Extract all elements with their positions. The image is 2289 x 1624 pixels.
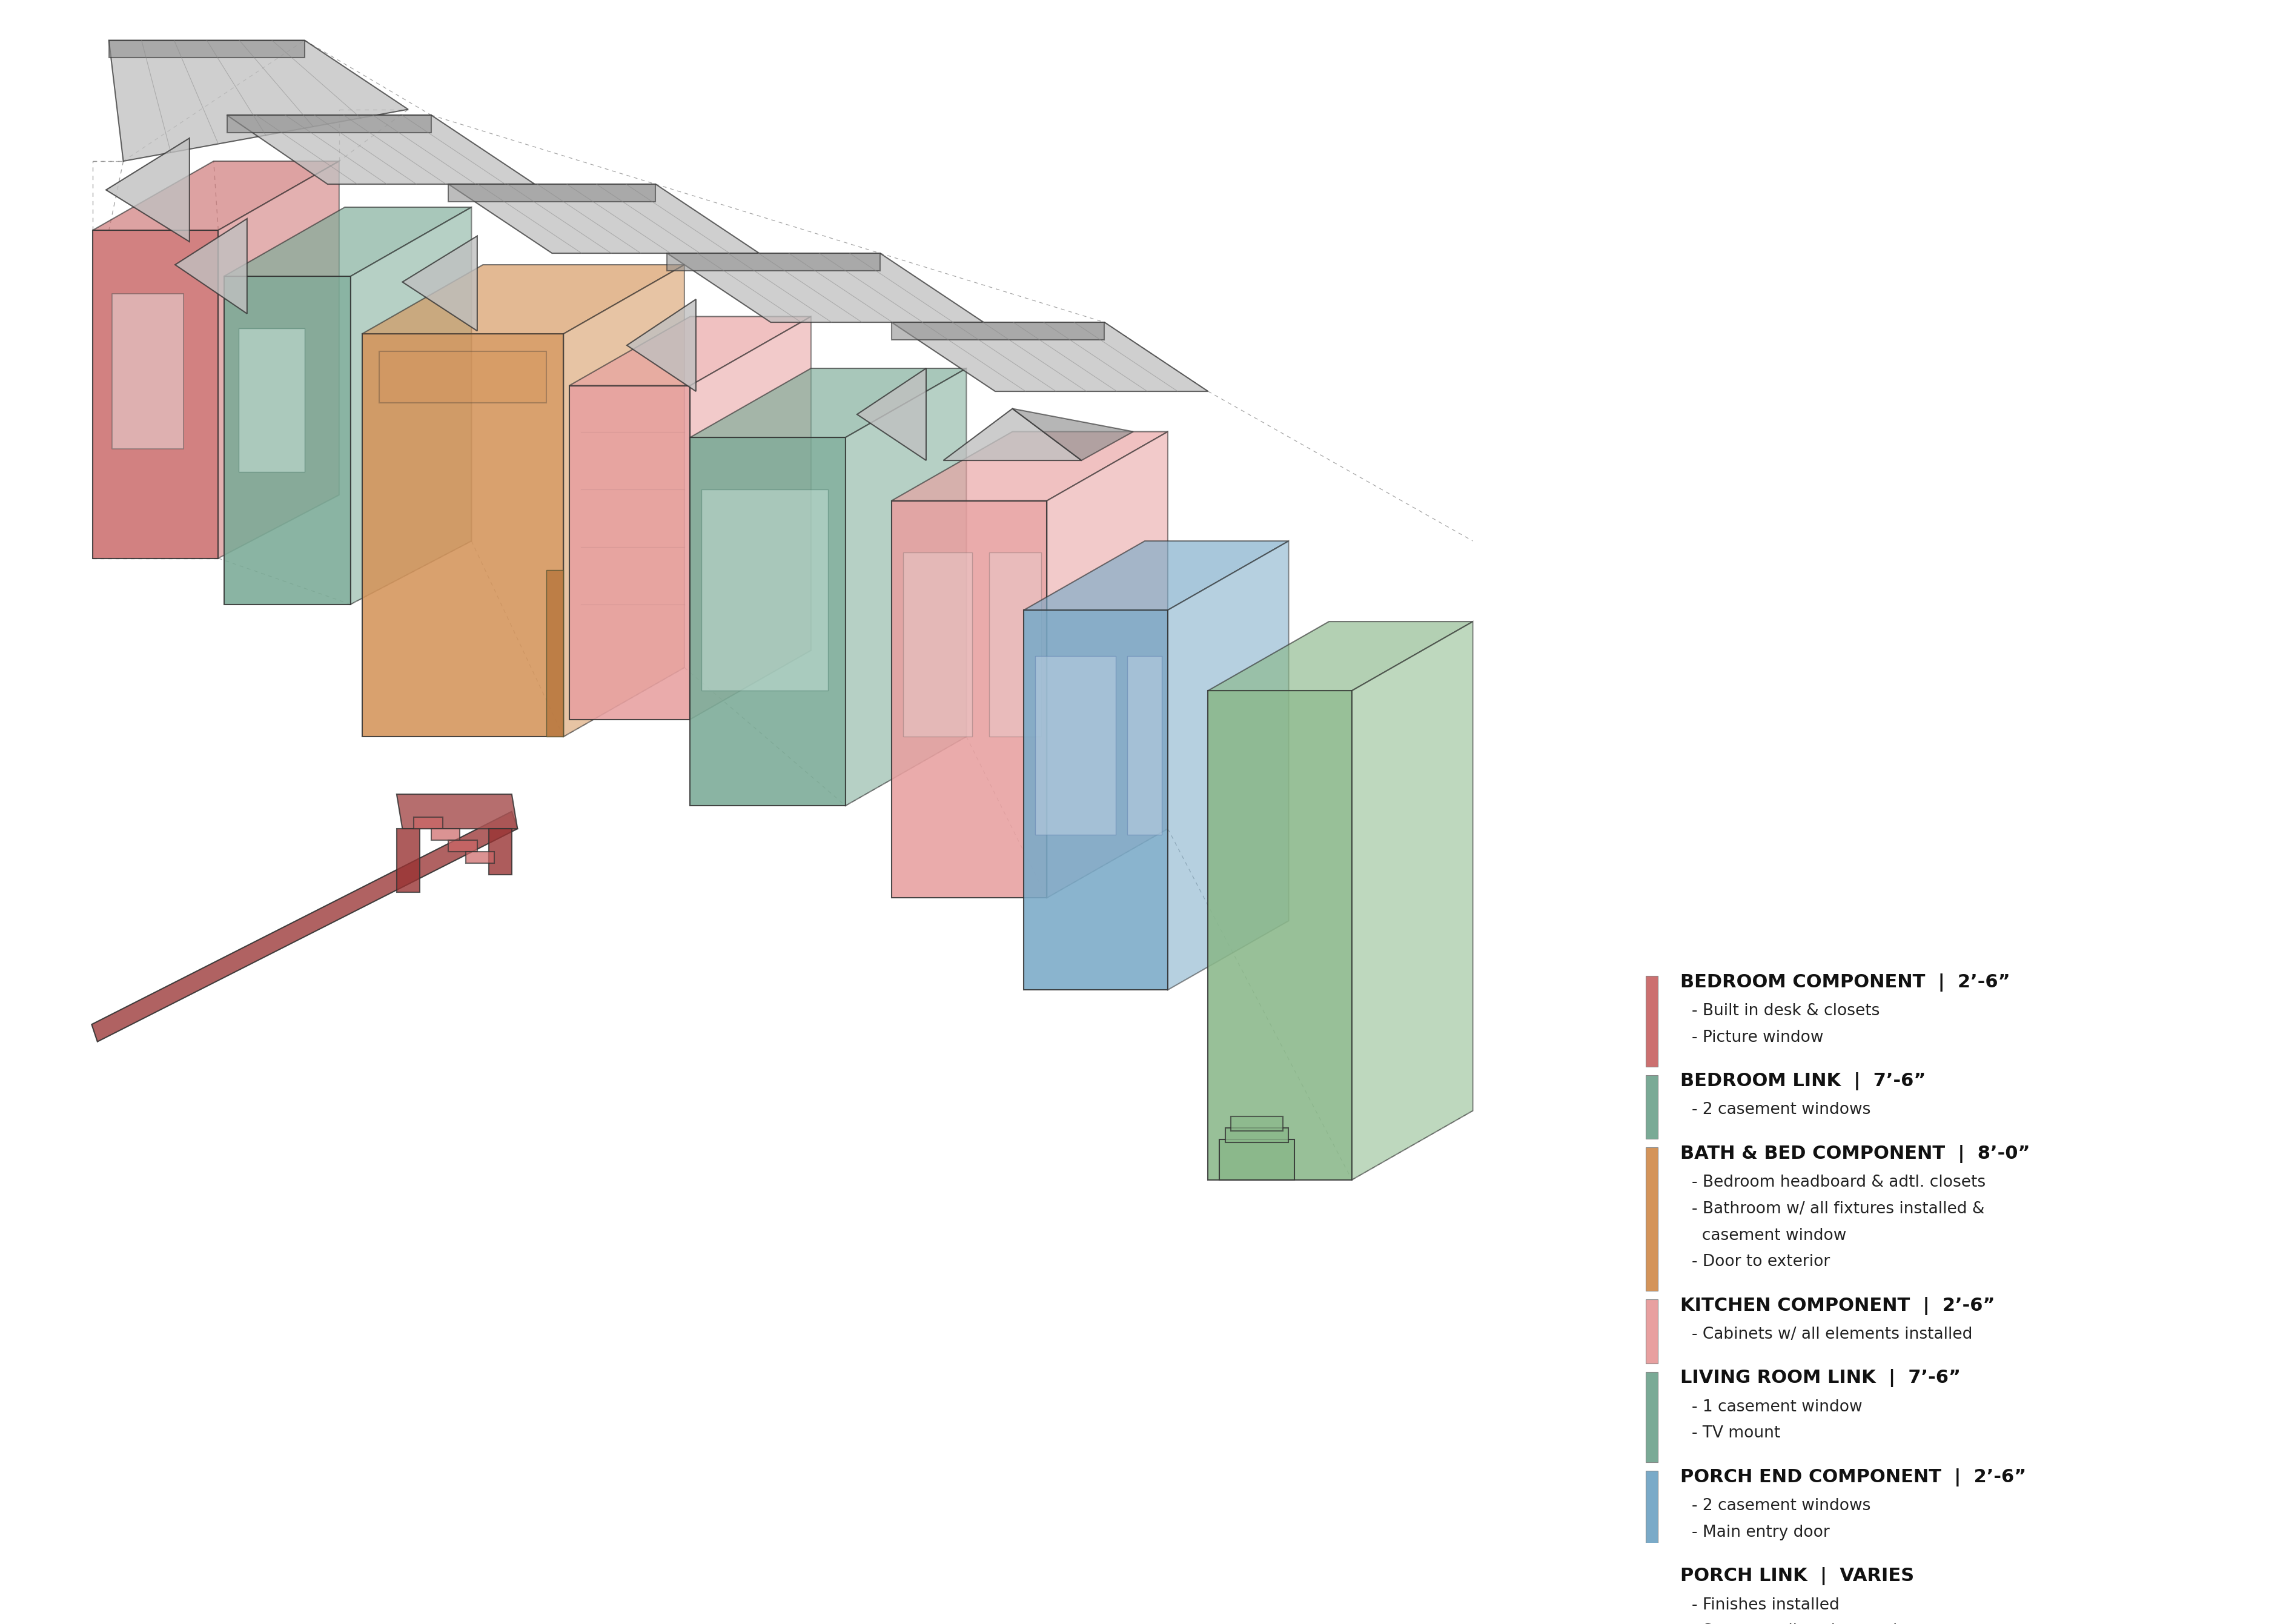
- Text: - Bedroom headboard & adtl. closets: - Bedroom headboard & adtl. closets: [1692, 1174, 1985, 1190]
- Text: - 2 casement windows: - 2 casement windows: [1692, 1103, 1870, 1117]
- Polygon shape: [943, 409, 1080, 461]
- Polygon shape: [570, 317, 810, 385]
- Bar: [1646, 1372, 1657, 1462]
- Text: LIVING ROOM LINK  |  7’-6”: LIVING ROOM LINK | 7’-6”: [1680, 1369, 1959, 1387]
- Text: BEDROOM COMPONENT  |  2’-6”: BEDROOM COMPONENT | 2’-6”: [1680, 973, 2010, 991]
- Polygon shape: [691, 317, 810, 719]
- Bar: [1646, 1148, 1657, 1291]
- Polygon shape: [449, 184, 655, 201]
- Polygon shape: [1128, 656, 1163, 835]
- Polygon shape: [547, 570, 563, 737]
- Polygon shape: [563, 265, 684, 737]
- Polygon shape: [627, 299, 696, 391]
- Polygon shape: [449, 840, 476, 851]
- Polygon shape: [238, 328, 304, 473]
- Text: - Finishes installed: - Finishes installed: [1692, 1596, 1838, 1613]
- Polygon shape: [1220, 1140, 1293, 1179]
- Polygon shape: [227, 115, 536, 184]
- Polygon shape: [396, 794, 517, 828]
- Polygon shape: [465, 851, 494, 864]
- Polygon shape: [703, 489, 829, 690]
- Text: - Picture window: - Picture window: [1692, 1030, 1824, 1046]
- Text: KITCHEN COMPONENT  |  2’-6”: KITCHEN COMPONENT | 2’-6”: [1680, 1296, 1994, 1315]
- Polygon shape: [666, 253, 879, 271]
- Text: BEDROOM LINK  |  7’-6”: BEDROOM LINK | 7’-6”: [1680, 1072, 1925, 1090]
- Polygon shape: [430, 828, 460, 840]
- Polygon shape: [1035, 656, 1117, 835]
- Polygon shape: [224, 208, 472, 276]
- Polygon shape: [110, 41, 407, 161]
- Bar: [1646, 1299, 1657, 1364]
- Text: - Door to exterior: - Door to exterior: [1692, 1254, 1829, 1270]
- Polygon shape: [893, 500, 1046, 898]
- Text: casement window: casement window: [1692, 1228, 1847, 1244]
- Text: PORCH LINK  |  VARIES: PORCH LINK | VARIES: [1680, 1567, 1914, 1585]
- Polygon shape: [1231, 1116, 1282, 1130]
- Polygon shape: [350, 208, 472, 604]
- Polygon shape: [227, 115, 430, 133]
- Polygon shape: [362, 335, 563, 737]
- Polygon shape: [1012, 409, 1133, 461]
- Polygon shape: [1023, 541, 1289, 611]
- Polygon shape: [396, 828, 419, 892]
- Polygon shape: [1046, 432, 1167, 898]
- Polygon shape: [110, 41, 304, 57]
- Text: - Cabinets w/ all elements installed: - Cabinets w/ all elements installed: [1692, 1327, 1973, 1343]
- Polygon shape: [856, 369, 927, 461]
- Text: - Bathroom w/ all fixtures installed &: - Bathroom w/ all fixtures installed &: [1692, 1202, 1985, 1216]
- Polygon shape: [1353, 622, 1472, 1179]
- Polygon shape: [112, 294, 183, 448]
- Polygon shape: [1167, 541, 1289, 991]
- Polygon shape: [893, 432, 1167, 500]
- Polygon shape: [94, 231, 217, 559]
- Polygon shape: [490, 828, 513, 875]
- Bar: [1646, 1471, 1657, 1561]
- Polygon shape: [403, 235, 476, 331]
- Polygon shape: [691, 437, 845, 806]
- Polygon shape: [1023, 611, 1167, 991]
- Polygon shape: [893, 322, 1209, 391]
- Polygon shape: [1209, 622, 1472, 690]
- Polygon shape: [92, 812, 517, 1041]
- Text: - 2 casement windows: - 2 casement windows: [1692, 1497, 1870, 1514]
- Bar: [1646, 976, 1657, 1067]
- Polygon shape: [224, 276, 350, 604]
- Polygon shape: [904, 552, 973, 737]
- Text: BATH & BED COMPONENT  |  8’-0”: BATH & BED COMPONENT | 8’-0”: [1680, 1145, 2030, 1163]
- Polygon shape: [691, 369, 966, 437]
- Polygon shape: [666, 253, 984, 322]
- Polygon shape: [362, 265, 684, 335]
- Polygon shape: [1225, 1129, 1289, 1142]
- Polygon shape: [380, 351, 547, 403]
- Bar: [1646, 1075, 1657, 1138]
- Polygon shape: [94, 161, 339, 231]
- Polygon shape: [414, 817, 442, 828]
- Polygon shape: [174, 219, 247, 313]
- Polygon shape: [989, 552, 1041, 737]
- Polygon shape: [449, 184, 760, 253]
- Polygon shape: [845, 369, 966, 806]
- Text: - 1 casement window: - 1 casement window: [1692, 1398, 1861, 1415]
- Polygon shape: [570, 385, 691, 719]
- Text: - Built in desk & closets: - Built in desk & closets: [1692, 1004, 1879, 1018]
- Text: - TV mount: - TV mount: [1692, 1426, 1781, 1440]
- Polygon shape: [893, 322, 1106, 339]
- Polygon shape: [1209, 690, 1353, 1179]
- Text: PORCH END COMPONENT  |  2’-6”: PORCH END COMPONENT | 2’-6”: [1680, 1468, 2026, 1486]
- Bar: [1646, 1570, 1657, 1624]
- Polygon shape: [105, 138, 190, 242]
- Text: - Main entry door: - Main entry door: [1692, 1525, 1829, 1540]
- Polygon shape: [217, 161, 339, 559]
